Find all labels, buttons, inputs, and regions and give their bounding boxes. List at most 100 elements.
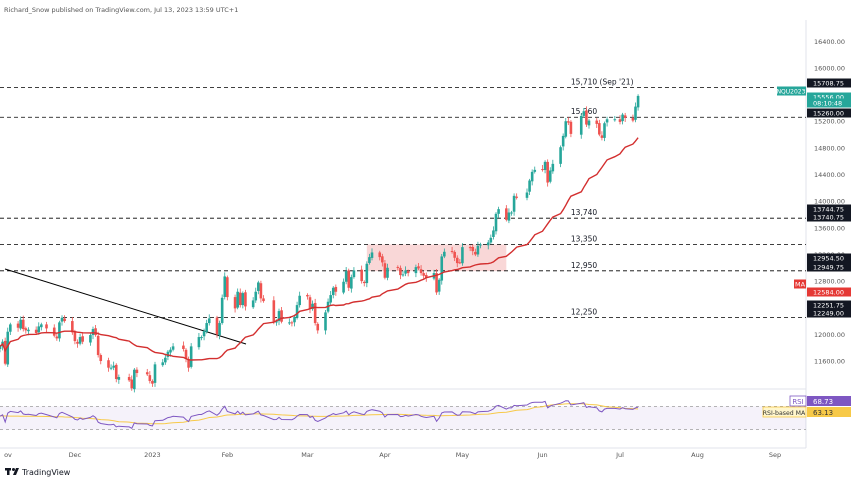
- candle: [417, 263, 420, 271]
- price-tag-text: MA: [795, 281, 806, 289]
- price-tag: 15708.75: [807, 78, 851, 88]
- candle: [515, 193, 518, 200]
- candle: [205, 319, 208, 334]
- price-tag-text: 12954.50: [813, 255, 844, 263]
- candle: [422, 271, 425, 280]
- candle-body: [275, 321, 278, 323]
- candle: [329, 291, 332, 306]
- candle-body: [164, 357, 167, 363]
- price-tag-bg: [807, 262, 851, 272]
- candle: [218, 320, 221, 340]
- candle-body: [114, 364, 118, 380]
- candle-body: [238, 292, 242, 306]
- candle-body: [112, 365, 115, 368]
- candle: [541, 165, 544, 172]
- candle: [298, 291, 301, 308]
- candle-body: [200, 337, 203, 339]
- candle-body: [401, 274, 405, 276]
- candle: [257, 280, 260, 295]
- price-tag-text: NQU2023: [777, 89, 806, 96]
- candle-body: [621, 114, 624, 122]
- candle: [350, 274, 353, 293]
- time-tick-label: ov: [4, 451, 12, 459]
- candle: [207, 314, 211, 326]
- candle: [471, 244, 475, 256]
- tradingview-logo[interactable]: TradingView: [5, 468, 71, 477]
- candle-body: [399, 267, 402, 276]
- candle-body: [262, 298, 265, 302]
- candle-body: [634, 106, 637, 120]
- candle-body: [290, 322, 294, 324]
- candle-body: [530, 171, 534, 182]
- candle-body: [241, 293, 245, 306]
- candle-body: [342, 281, 345, 293]
- candle: [60, 315, 64, 326]
- candle: [293, 314, 296, 327]
- candle: [600, 131, 604, 141]
- price-tag: 13744.75: [807, 204, 851, 214]
- time-tick-label: Jun: [536, 451, 547, 459]
- candle: [197, 332, 201, 350]
- tradingview-logo-icon: [5, 468, 19, 475]
- candle-body: [443, 251, 446, 257]
- candle: [492, 226, 495, 240]
- time-tick-label: May: [456, 451, 470, 459]
- price-tag-bg: [807, 204, 851, 214]
- candle: [94, 324, 97, 337]
- candle-body: [631, 117, 635, 121]
- price-tag-bg: [807, 92, 851, 102]
- candle: [109, 364, 113, 371]
- price-tag-text: 13744.75: [813, 206, 844, 214]
- publisher-line: Richard_Snow published on TradingView.co…: [4, 6, 238, 14]
- candle: [497, 206, 500, 218]
- candle-body: [329, 295, 332, 303]
- candle: [598, 119, 601, 137]
- candle-body: [40, 324, 43, 328]
- candle: [324, 309, 327, 335]
- candle: [383, 259, 387, 280]
- candle-body: [117, 377, 121, 380]
- candle: [458, 259, 462, 265]
- candle: [244, 289, 247, 311]
- candle-body: [362, 281, 366, 284]
- candle: [233, 294, 237, 313]
- candle: [40, 322, 43, 331]
- candle: [89, 333, 92, 346]
- candle: [579, 113, 583, 139]
- candle-body: [533, 169, 537, 172]
- candle: [585, 106, 588, 128]
- candle-body: [207, 318, 211, 324]
- candle: [437, 278, 441, 295]
- candle-body: [559, 147, 562, 164]
- candle-body: [259, 283, 263, 299]
- price-tag-bg: [807, 98, 851, 108]
- candle: [453, 250, 456, 262]
- candle: [564, 117, 568, 139]
- candle: [507, 208, 511, 224]
- price-tag-bg: [807, 300, 851, 310]
- time-tick-label: Mar: [301, 451, 314, 459]
- candle: [368, 253, 371, 265]
- candle-body: [233, 297, 237, 309]
- candle: [112, 361, 115, 371]
- candle: [306, 293, 309, 300]
- candle-body: [543, 161, 547, 170]
- candle-body: [623, 115, 627, 118]
- svg-text:63.13: 63.13: [813, 409, 833, 417]
- candle: [117, 374, 121, 384]
- candle: [479, 242, 482, 249]
- candle: [241, 291, 245, 309]
- candle-body: [334, 286, 338, 292]
- candle-body: [587, 120, 591, 126]
- candle-body: [223, 276, 227, 297]
- candle-body: [396, 266, 400, 268]
- candle-body: [378, 252, 382, 258]
- candle-body: [331, 287, 335, 296]
- candle-body: [311, 303, 314, 310]
- candle: [130, 375, 134, 391]
- candle-body: [618, 119, 622, 122]
- candle-body: [60, 317, 64, 322]
- price-tag: MA: [794, 279, 806, 289]
